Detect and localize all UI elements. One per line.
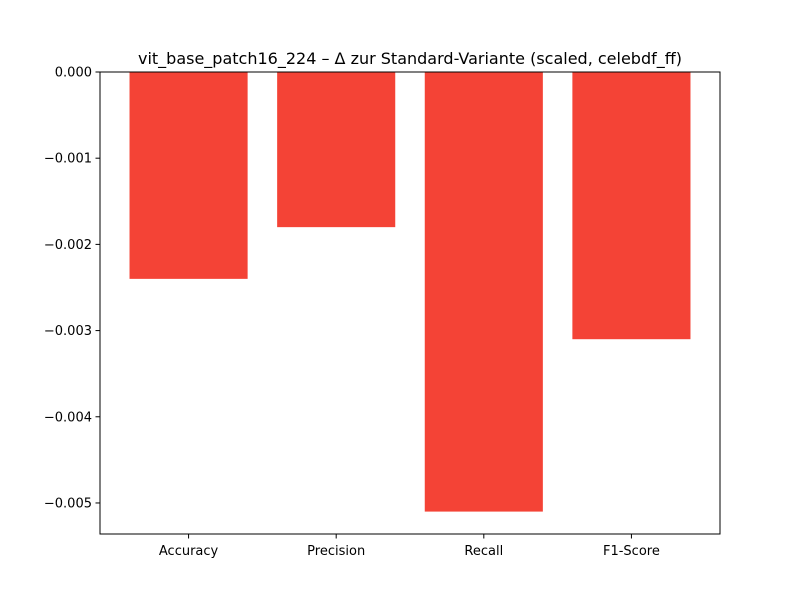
- x-tick-label: Recall: [464, 544, 503, 559]
- x-tick-label: Precision: [307, 544, 365, 559]
- bar-f1-score: [572, 72, 691, 340]
- bar-recall: [424, 72, 543, 512]
- chart-title: vit_base_patch16_224 – Δ zur Standard-Va…: [138, 49, 682, 69]
- bars-group: [129, 72, 691, 512]
- bar-precision: [277, 72, 396, 228]
- y-tick-label: −0.003: [44, 324, 92, 339]
- bar-accuracy: [129, 72, 248, 279]
- x-tick-label: Accuracy: [159, 544, 219, 559]
- y-tick-label: −0.004: [44, 410, 92, 425]
- y-tick-label: −0.002: [44, 238, 92, 253]
- x-axis: Accuracy Precision Recall F1-Score: [159, 534, 660, 559]
- y-tick-label: 0.000: [55, 66, 92, 81]
- plot-frame: [99, 71, 721, 535]
- x-tick-label: F1-Score: [603, 544, 660, 559]
- y-axis: 0.000 −0.001 −0.002 −0.003 −0.004 −0.005: [44, 66, 100, 511]
- y-tick-label: −0.001: [44, 152, 92, 167]
- y-tick-label: −0.005: [44, 496, 92, 511]
